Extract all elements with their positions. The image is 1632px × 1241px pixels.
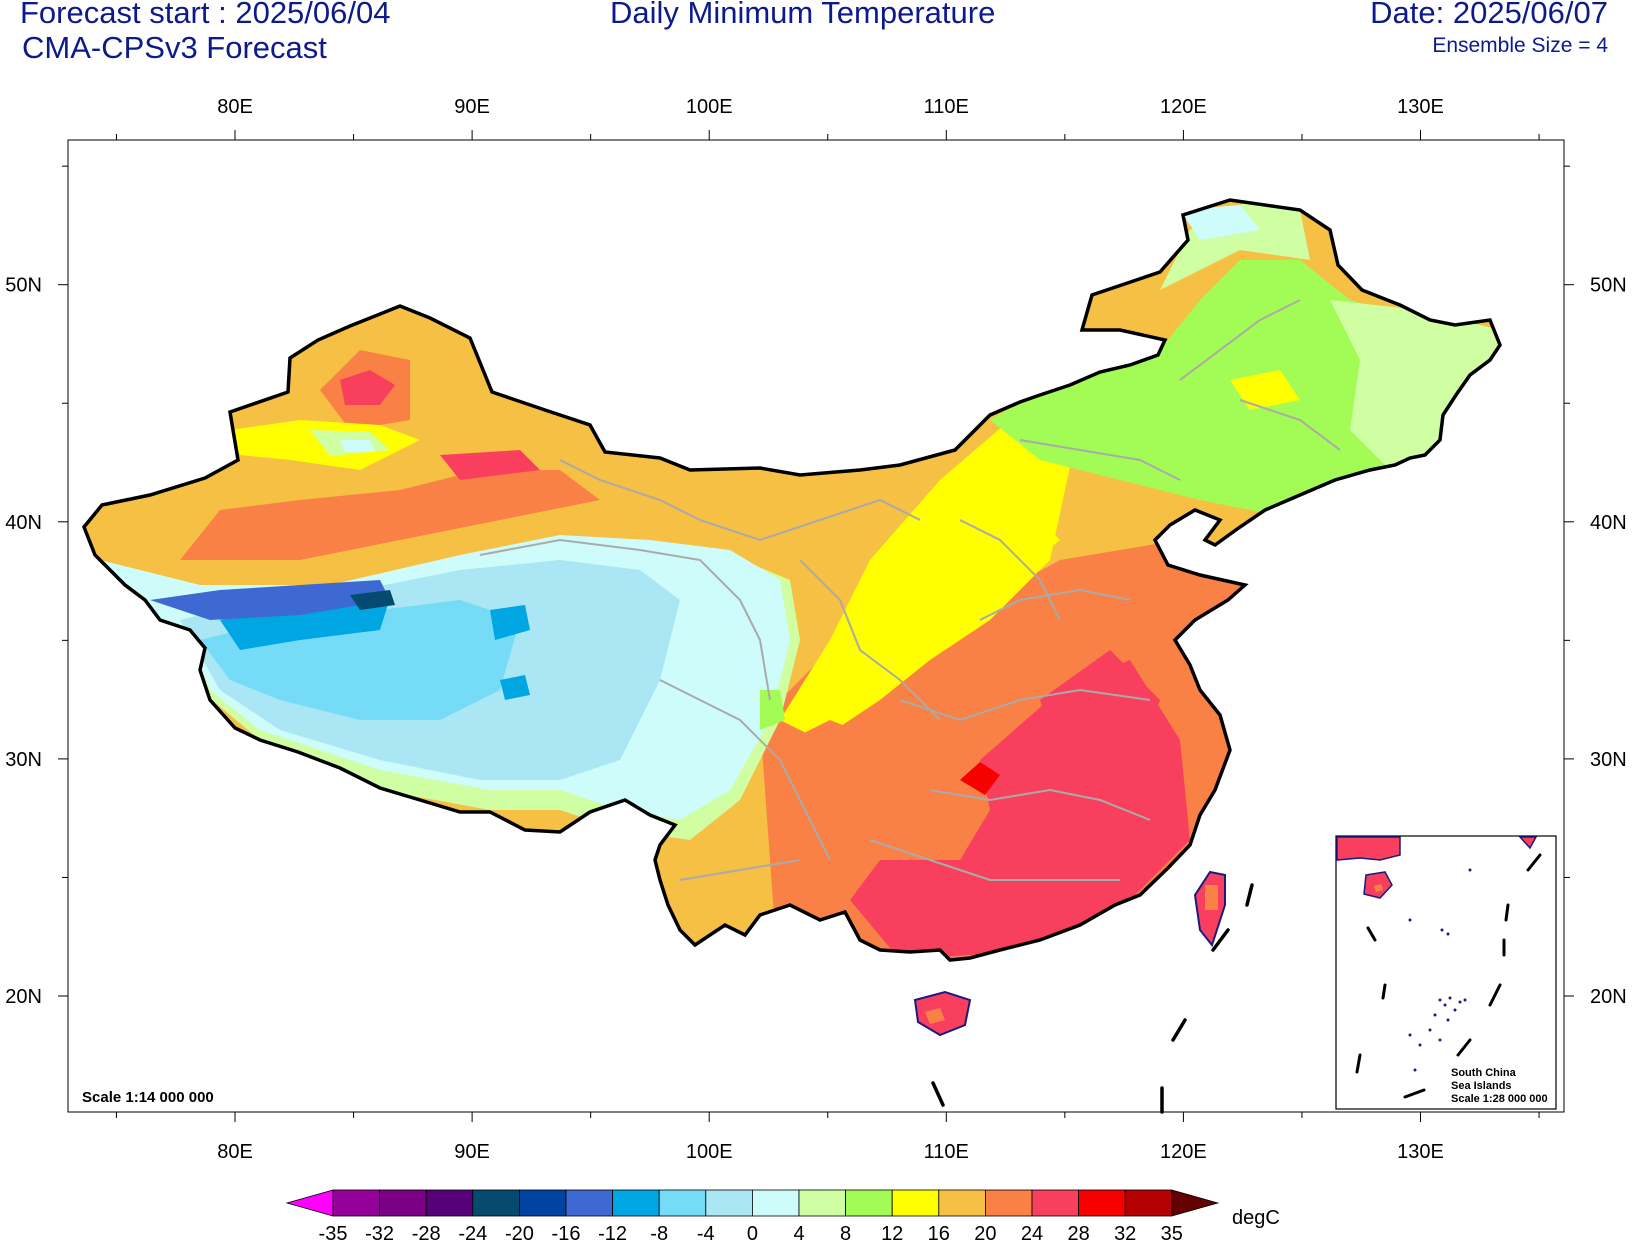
colorbar-segment [752, 1189, 800, 1217]
lon-label-bottom: 100E [686, 1141, 733, 1163]
colorbar-label: -32 [365, 1223, 394, 1241]
lon-label-bottom: 90E [454, 1141, 490, 1163]
colorbar-label: 24 [1021, 1223, 1043, 1241]
lon-label-bottom: 130E [1397, 1141, 1444, 1163]
lon-label-bottom: 110E [924, 1141, 969, 1163]
lat-label-right: 30N [1590, 749, 1627, 771]
colorbar-segment [658, 1189, 707, 1217]
hainan-island [913, 990, 972, 1037]
colorbar-label: -4 [697, 1223, 715, 1241]
lat-label-left: 30N [5, 749, 42, 771]
colorbar-segment [845, 1189, 893, 1217]
colorbar-label: 12 [881, 1223, 903, 1241]
colorbar-label: -35 [319, 1223, 348, 1241]
colorbar-label: -28 [412, 1223, 441, 1241]
colorbar-segment [379, 1189, 427, 1217]
colorbar-unit: degC [1232, 1207, 1280, 1229]
lon-label-top: 130E [1397, 96, 1444, 118]
lon-label-top: 80E [217, 96, 253, 118]
lon-label-top: 110E [924, 96, 969, 118]
colorbar-label: -20 [505, 1223, 534, 1241]
axis-ticks [58, 130, 1574, 1122]
colorbar-segment [1078, 1189, 1126, 1217]
colorbar-label: 16 [928, 1223, 950, 1241]
sea-boundary-dashes [931, 883, 1254, 1114]
longitude-labels-top: 80E 90E 100E 110E 120E 130E [217, 96, 1444, 118]
inset-caption-line1: South China [1451, 1067, 1517, 1079]
colorbar-min-arrow [285, 1189, 334, 1217]
colorbar-segment [332, 1189, 380, 1217]
lon-label-top: 120E [1160, 96, 1207, 118]
colorbar-segment [1031, 1189, 1079, 1217]
colorbar-segment [891, 1189, 940, 1217]
colorbar-label: 32 [1114, 1223, 1136, 1241]
longitude-labels-bottom: 80E 90E 100E 110E 120E 130E [217, 1141, 1444, 1163]
china-border [81, 198, 1502, 962]
model-label: CMA-CPSv3 Forecast [22, 30, 327, 65]
colorbar-label: 0 [747, 1223, 758, 1241]
colorbar-segment [565, 1189, 613, 1217]
colorbar-label: -8 [650, 1223, 668, 1241]
colorbar-label: 20 [974, 1223, 996, 1241]
lat-label-right: 40N [1590, 512, 1627, 534]
colorbar-label: -24 [458, 1223, 487, 1241]
colorbar-label: 35 [1161, 1223, 1183, 1241]
inset-caption-line3: Scale 1:28 000 000 [1451, 1093, 1548, 1105]
colorbar-label: 28 [1067, 1223, 1089, 1241]
colorbar-segment [938, 1189, 986, 1217]
map-title: Daily Minimum Temperature [610, 0, 996, 30]
colorbar-max-arrow [1171, 1189, 1220, 1217]
lat-label-right: 20N [1590, 986, 1627, 1008]
inset-caption-line2: Sea Islands [1451, 1080, 1512, 1092]
colorbar: -35 -32 -28 -24 -20 -16 -12 -8 -4 0 4 8 12 16 20 24 28 32… [285, 1189, 1220, 1241]
latitude-labels-right: 50N 40N 30N 20N [1590, 275, 1627, 1008]
colorbar-segment [798, 1189, 846, 1217]
lon-label-top: 90E [454, 96, 490, 118]
lat-label-left: 40N [5, 512, 42, 534]
colorbar-segment [985, 1189, 1033, 1217]
ensemble-size-label: Ensemble Size = 4 [1432, 34, 1608, 57]
colorbar-segment [425, 1189, 474, 1217]
map-scale-note: Scale 1:14 000 000 [82, 1089, 214, 1106]
colorbar-label: 8 [840, 1223, 851, 1241]
lat-label-left: 20N [5, 986, 42, 1008]
colorbar-label: -16 [552, 1223, 581, 1241]
colorbar-label: 4 [793, 1223, 804, 1241]
colorbar-label: -12 [598, 1223, 627, 1241]
lat-label-right: 50N [1590, 275, 1627, 297]
forecast-start-label: Forecast start : 2025/06/04 [20, 0, 391, 30]
colorbar-segment [1124, 1189, 1173, 1217]
latitude-labels-left: 50N 40N 30N 20N [5, 275, 42, 1008]
valid-date-label: Date: 2025/06/07 [1370, 0, 1608, 30]
south-china-sea-inset: South China Sea Islands Scale 1:28 000 0… [1335, 835, 1557, 1110]
colorbar-segment [705, 1189, 753, 1217]
colorbar-segment [612, 1189, 660, 1217]
lon-label-bottom: 80E [217, 1141, 253, 1163]
lon-label-bottom: 120E [1160, 1141, 1207, 1163]
lon-label-top: 100E [686, 96, 733, 118]
colorbar-segment [472, 1189, 520, 1217]
lat-label-left: 50N [5, 275, 42, 297]
province-borders [479, 299, 1341, 881]
colorbar-segment [519, 1189, 567, 1217]
